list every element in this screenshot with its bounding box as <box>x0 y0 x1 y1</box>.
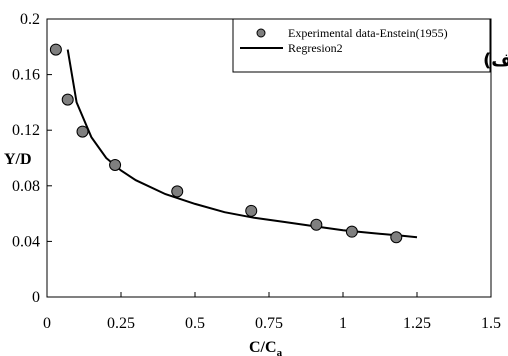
x-tick-label: 0 <box>43 315 51 332</box>
y-tick-label: 0.16 <box>12 67 40 84</box>
x-tick-label: 0.25 <box>107 315 135 332</box>
y-tick-label: 0.12 <box>12 122 40 139</box>
y-axis-title: Y/D <box>4 151 32 168</box>
x-axis-title-main: C/C <box>249 339 277 356</box>
x-tick-label: 1 <box>339 315 347 332</box>
x-axis-title-subscript: a <box>277 347 283 356</box>
y-tick-label: 0 <box>32 289 40 306</box>
legend-label-experimental: Experimental data-Enstein(1955) <box>288 26 448 40</box>
data-point <box>345 225 358 238</box>
x-tick-label: 0.5 <box>185 315 205 332</box>
data-point <box>390 231 403 244</box>
y-axis-ticks: 0 0.04 0.08 0.12 0.16 0.2 <box>12 11 52 306</box>
data-point <box>76 125 89 138</box>
x-axis-title: C/Ca <box>249 339 283 356</box>
x-axis-ticks: 0 0.25 0.5 0.75 1 1.25 1.5 <box>43 292 501 332</box>
legend-label-regression: Regresion2 <box>288 41 343 55</box>
x-tick-label: 1.25 <box>403 315 431 332</box>
y-tick-label: 0.08 <box>12 178 40 195</box>
data-point <box>310 218 323 231</box>
legend: Experimental data-Enstein(1955) Regresio… <box>232 18 508 73</box>
data-point <box>245 204 258 217</box>
data-point <box>109 158 122 171</box>
legend-box <box>232 18 491 73</box>
x-tick-label: 1.5 <box>481 315 501 332</box>
legend-marker-experimental <box>256 28 266 38</box>
data-point <box>49 43 62 56</box>
panel-label: (الف) <box>483 50 508 71</box>
data-points <box>49 43 403 244</box>
y-tick-label: 0.2 <box>20 11 40 28</box>
data-point <box>61 93 74 106</box>
y-tick-label: 0.04 <box>12 233 40 250</box>
x-tick-label: 0.75 <box>255 315 283 332</box>
data-point <box>171 185 184 198</box>
